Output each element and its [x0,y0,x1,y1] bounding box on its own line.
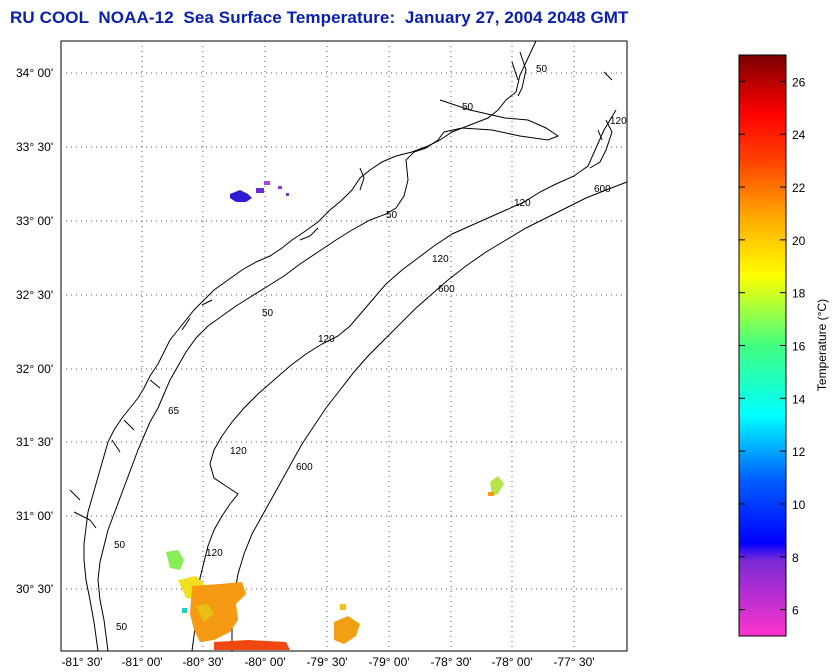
lat-label: 34° 00' [16,66,53,80]
contour-label-120-south: 120 [318,334,335,345]
sst-patch-cold-north [230,190,252,202]
lat-label: 33° 00' [16,214,53,228]
lon-label: -78° 30' [430,655,471,669]
contour-label-120-north: 120 [514,198,531,209]
lon-label: -78° 00' [491,655,532,669]
lat-label: 30° 30' [16,582,53,596]
lat-label: 33° 30' [16,140,53,154]
contour-label-50-bottom: 50 [116,622,128,633]
contour-label-600-north: 600 [594,184,611,195]
map-frame [60,40,628,652]
isobath-120 [191,109,617,652]
lon-axis: -81° 30' -81° 00' -80° 30' -80° 00' -79°… [61,655,594,669]
contour-label-120-ne: 120 [610,116,627,127]
contour-label-120-lower: 120 [206,548,223,559]
lat-label: 32° 30' [16,288,53,302]
coastline [83,40,537,652]
map-grid [61,41,627,651]
contour-label-50-sw: 50 [114,540,126,551]
isobath-600 [231,181,628,651]
contour-label-600-south: 600 [296,462,313,473]
lon-label: -77° 30' [553,655,594,669]
sst-patches [166,181,504,650]
lon-label: -80° 30' [182,655,223,669]
lon-label: -79° 30' [306,655,347,669]
contour-label-50-south: 50 [262,308,274,319]
isobath-50 [97,99,560,652]
sst-patch-mixed-southwest [166,550,184,570]
lon-label: -81° 30' [61,655,102,669]
lon-label: -79° 00' [368,655,409,669]
lon-label: -80° 00' [244,655,285,669]
contour-label-120-sw: 120 [230,446,247,457]
contour-label-600-mid: 600 [438,284,455,295]
lat-label: 31° 00' [16,509,53,523]
contour-label-65: 65 [168,406,180,417]
lat-label: 32° 00' [16,362,53,376]
contour-label-50-ne: 50 [536,64,548,75]
contour-label-120-mid: 120 [432,254,449,265]
map-title: RU COOL NOAA-12 Sea Surface Temperature:… [10,8,629,27]
contour-label-50-mid: 50 [386,210,398,221]
lat-label: 31° 30' [16,435,53,449]
sound-outline [69,51,613,529]
contour-label-50-north: 50 [462,102,474,113]
lat-axis: 34° 00' 33° 30' 33° 00' 32° 30' 32° 00' … [16,66,53,596]
lon-label: -81° 00' [121,655,162,669]
